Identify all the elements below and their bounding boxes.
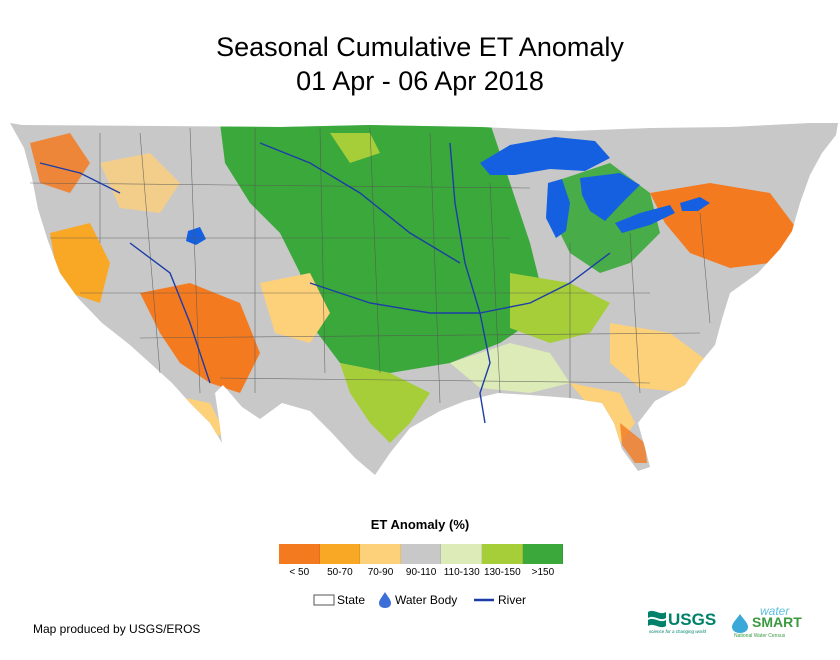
- legend-state: State: [313, 592, 365, 608]
- legend-water-body: Water Body: [377, 592, 457, 608]
- legend-label-gt150: >150: [531, 567, 555, 578]
- legend-water-label: Water Body: [395, 593, 458, 607]
- legend-swatch-gt150: [522, 544, 564, 564]
- usgs-wordmark: USGS: [668, 610, 716, 629]
- legend-swatch-130-150: [481, 544, 523, 564]
- legend-state-label: State: [337, 593, 366, 607]
- legend-swatch-90-110: [400, 544, 442, 564]
- legend-label-110-130: 110-130: [443, 567, 480, 578]
- map-credit: Map produced by USGS/EROS: [33, 622, 201, 636]
- legend-title: ET Anomaly (%): [370, 517, 470, 532]
- legend-label-90-110: 90-110: [405, 567, 437, 578]
- legend-label-70-90: 70-90: [367, 567, 394, 578]
- et-anomaly-map: [10, 123, 838, 475]
- legend-river: River: [473, 592, 526, 608]
- legend-swatches: [279, 544, 564, 564]
- legend-labels: < 50 50-70 70-90 90-110 110-130 130-150 …: [279, 567, 563, 581]
- state-swatch-icon: [313, 594, 335, 606]
- legend-label-lt50: < 50: [289, 567, 310, 578]
- legend-swatch-lt50: [279, 544, 320, 564]
- map-title: Seasonal Cumulative ET Anomaly: [216, 32, 624, 62]
- watersmart-logo: water SMART National Water Census: [732, 606, 802, 639]
- usgs-tagline: science for a changing world: [649, 629, 707, 634]
- legend-swatch-110-130: [441, 544, 482, 564]
- national-water-census-text: National Water Census: [734, 633, 786, 639]
- legend-swatch-50-70: [319, 544, 361, 564]
- legend-swatch-70-90: [360, 544, 401, 564]
- water-drop-icon: [379, 592, 391, 608]
- map-date-range: 01 Apr - 06 Apr 2018: [296, 66, 544, 96]
- usgs-watersmart-logos: USGS science for a changing world water …: [648, 606, 802, 639]
- water-wordmark: water: [760, 606, 790, 618]
- legend-label-50-70: 50-70: [327, 567, 353, 578]
- usgs-logo: USGS science for a changing world: [648, 610, 716, 634]
- legend-river-label: River: [498, 593, 527, 607]
- river-line-icon: [474, 598, 494, 602]
- legend-label-130-150: 130-150: [483, 567, 521, 578]
- smart-wordmark: SMART: [752, 614, 802, 630]
